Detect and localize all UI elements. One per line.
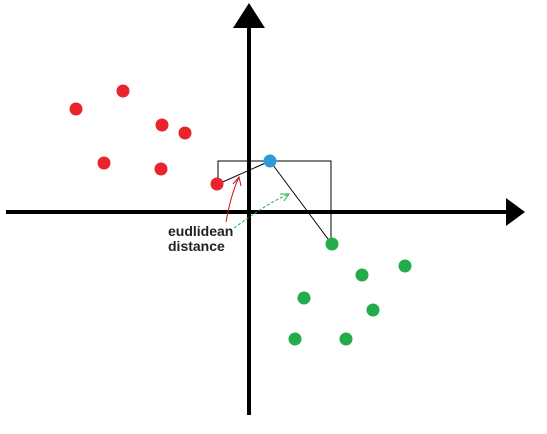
arrow-right-icon <box>506 198 525 226</box>
class-a-point <box>97 156 111 170</box>
class-b-point <box>355 268 369 282</box>
class-b-point <box>339 332 353 346</box>
annotation-label-line2: distance <box>168 238 225 254</box>
arrow-up-icon <box>233 3 265 28</box>
class-a-point <box>116 84 130 98</box>
distance-line-to-green <box>269 160 332 244</box>
arrow-head-red-icon <box>232 175 242 187</box>
annotation-label-line1: eudlidean <box>168 223 233 239</box>
class-b-point <box>398 259 412 273</box>
query-point <box>263 154 277 168</box>
annotation-arrow-red <box>225 176 240 223</box>
class-a-point <box>155 118 169 132</box>
arrow-head-green-icon <box>280 193 290 202</box>
annotation-arrow-green <box>233 193 290 229</box>
class-a-point <box>69 102 83 116</box>
distance-bracket-left <box>217 160 270 184</box>
class-a-point <box>210 177 224 191</box>
distance-bracket-right <box>270 160 332 243</box>
class-a-point <box>154 162 168 176</box>
class-b-point <box>366 303 380 317</box>
class-a-point <box>178 126 192 140</box>
class-b-point <box>288 332 302 346</box>
distance-line-to-red <box>217 160 271 185</box>
class-b-point <box>325 237 339 251</box>
class-b-point <box>297 291 311 305</box>
